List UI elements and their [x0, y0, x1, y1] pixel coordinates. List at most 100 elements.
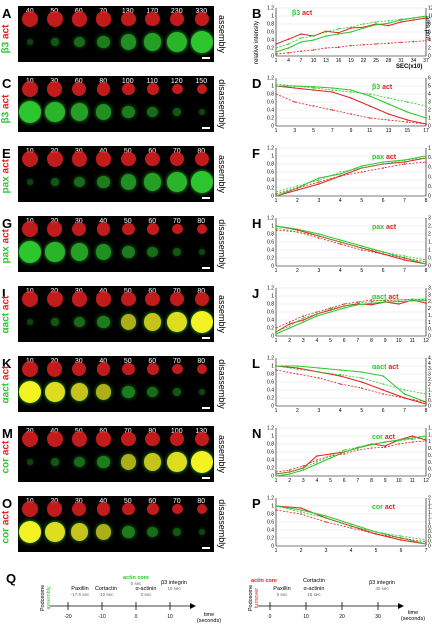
data-point	[302, 469, 305, 471]
x-tick-label: 7	[356, 338, 359, 344]
frame-time-label: 30	[67, 358, 91, 365]
green-blob	[173, 107, 182, 117]
panel-label-F: F	[252, 146, 260, 161]
data-point	[300, 41, 302, 43]
event-time: 0 sec	[140, 592, 152, 597]
data-point	[411, 300, 414, 302]
time-frame: 20	[43, 146, 67, 202]
axis-label-b: (seconds)	[400, 616, 426, 622]
red-blob	[46, 431, 63, 447]
y-tick-label: 1	[271, 434, 274, 440]
data-point	[275, 475, 277, 477]
time-frame: 50	[67, 426, 92, 482]
green-blob	[70, 243, 88, 261]
y-right-tick-label: 0	[428, 404, 431, 410]
time-frame: 20	[43, 286, 67, 342]
x-tick-label: 12	[423, 478, 429, 484]
y-right-tick-label: 0.6	[428, 529, 432, 535]
scale-bar	[202, 547, 210, 549]
time-frame: 40	[92, 216, 116, 272]
data-point	[400, 18, 402, 20]
chart-title-a: αact	[372, 364, 387, 371]
red-blob	[72, 501, 87, 517]
series-line	[275, 299, 427, 333]
y-right-tick-label: 10	[428, 14, 432, 20]
x-tick-label: 28	[386, 58, 392, 64]
data-point	[360, 387, 363, 389]
channel-label-a: αact	[0, 382, 12, 404]
data-point	[368, 93, 371, 95]
axis-label-a: time	[203, 612, 215, 618]
red-blob	[22, 361, 39, 377]
data-point	[288, 323, 291, 325]
data-point	[425, 40, 427, 42]
data-point	[425, 403, 427, 405]
chart-title-a: cor	[372, 434, 383, 441]
x-tick-label: 7	[356, 478, 359, 484]
red-blob	[171, 363, 183, 375]
data-point	[425, 263, 427, 265]
red-blob	[120, 151, 136, 167]
x-tick-label: 25	[373, 58, 379, 64]
data-point	[382, 253, 384, 255]
data-point	[400, 539, 402, 541]
chart-title-a: β3	[372, 84, 381, 91]
data-point	[337, 28, 340, 30]
event-name: Paxillin	[71, 586, 89, 592]
channel-label-b: act	[0, 94, 12, 110]
frame-time-label: 60	[148, 498, 157, 505]
data-point	[362, 27, 365, 29]
y-right-tick-label: 6	[428, 76, 431, 82]
data-point	[350, 523, 352, 525]
data-point	[275, 93, 277, 95]
red-blob	[71, 151, 87, 167]
event-time: 15 sec	[307, 592, 321, 597]
frame-time-label: 130	[190, 428, 214, 435]
series-line	[275, 435, 427, 475]
frame-time-label: 150	[195, 78, 208, 85]
data-point	[370, 300, 373, 303]
red-blob	[47, 81, 63, 97]
y-right-tick-label: 2.5	[428, 377, 432, 383]
data-point	[325, 521, 327, 523]
series-line	[275, 298, 427, 333]
y-right-tick-label: 2	[428, 382, 431, 388]
data-point	[350, 113, 352, 115]
panel-label-L: L	[252, 356, 260, 371]
x-tick-label: 2	[296, 268, 299, 274]
red-blob	[96, 151, 112, 167]
green-blob	[97, 315, 111, 329]
data-point	[339, 243, 342, 245]
red-blob	[72, 81, 87, 97]
data-point	[275, 473, 277, 475]
data-point	[275, 51, 277, 53]
time-frame: 330	[190, 6, 214, 62]
data-point	[296, 189, 299, 191]
line-chart: 00.20.40.60.811.200.511.522.533.544.5123…	[267, 356, 432, 415]
data-point	[425, 299, 427, 301]
x-tick-label: 11	[367, 128, 372, 134]
panel-label-P: P	[252, 496, 261, 511]
y-right-tick-label: 1.2	[428, 515, 432, 521]
panel-label-D: D	[252, 76, 262, 91]
y-right-tick-label: 0.2	[428, 467, 432, 473]
data-point	[370, 443, 373, 445]
data-point	[331, 89, 334, 91]
data-point	[318, 233, 320, 235]
red-blob	[71, 291, 87, 307]
data-point	[350, 44, 352, 47]
chart-title-a: αact	[372, 294, 387, 301]
red-blob	[145, 151, 161, 167]
x-tick-label: 8	[425, 198, 428, 204]
data-point	[343, 307, 345, 309]
green-blob	[167, 312, 188, 332]
time-frame: 60	[67, 6, 92, 62]
channel-label-b: act	[0, 365, 12, 381]
green-blob	[147, 106, 159, 118]
y-tick-label: 0	[271, 54, 274, 60]
y-tick-label: 0.6	[267, 240, 274, 246]
data-point	[382, 383, 384, 385]
green-blob	[121, 385, 135, 399]
data-point	[318, 181, 320, 183]
data-point	[339, 375, 342, 377]
